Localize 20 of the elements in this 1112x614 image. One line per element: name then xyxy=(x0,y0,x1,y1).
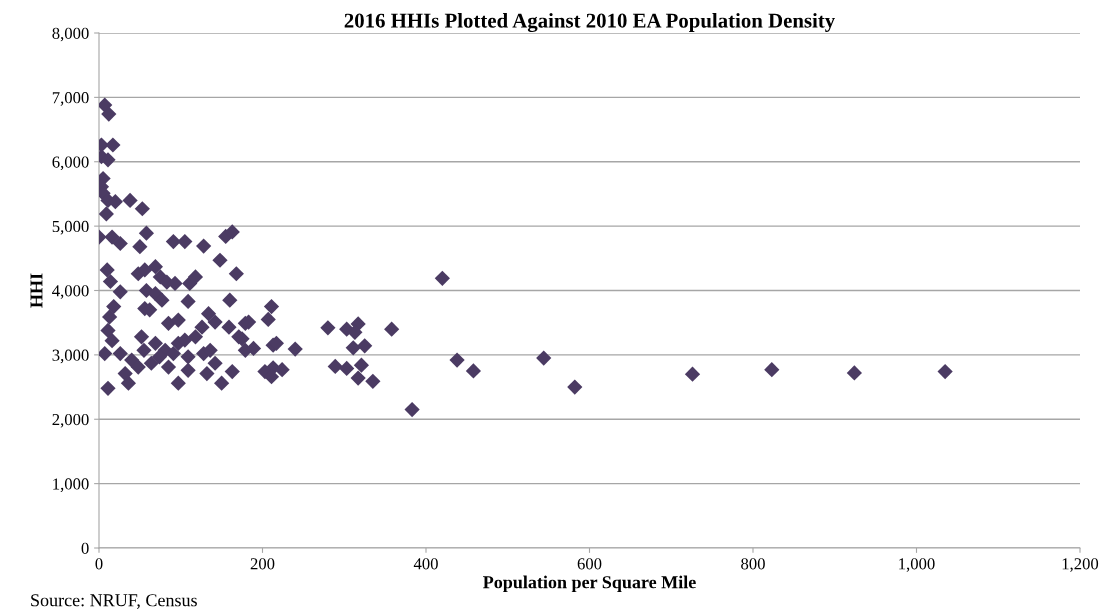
x-tick-label: 200 xyxy=(250,558,275,570)
source-note: Source: NRUF, Census xyxy=(31,594,197,609)
x-tick-label: 1,200 xyxy=(1062,558,1099,572)
chart-title: 2016 HHIs Plotted Against 2010 EA Population Density xyxy=(344,12,835,33)
x-tick-label: 0 xyxy=(95,558,103,570)
x-axis-title: Population per Square Mile xyxy=(483,575,696,592)
y-tick-label: 5,000 xyxy=(52,220,89,235)
x-tick-label: 600 xyxy=(577,558,602,570)
y-tick-label: 7,000 xyxy=(52,92,89,106)
y-tick-label: 2,000 xyxy=(52,413,89,428)
x-tick-label: 400 xyxy=(413,558,438,570)
y-tick-label: 3,000 xyxy=(52,349,89,364)
y-tick-label: 0 xyxy=(81,542,89,554)
y-tick-label: 1,000 xyxy=(53,478,89,492)
y-axis-title: HHI xyxy=(30,273,43,308)
y-tick-label: 6,000 xyxy=(52,156,89,171)
y-tick-label: 4,000 xyxy=(52,285,89,299)
y-tick-label: 8,000 xyxy=(52,27,89,42)
x-tick-label: 800 xyxy=(741,558,765,570)
x-tick-label: 1,000 xyxy=(899,558,935,572)
